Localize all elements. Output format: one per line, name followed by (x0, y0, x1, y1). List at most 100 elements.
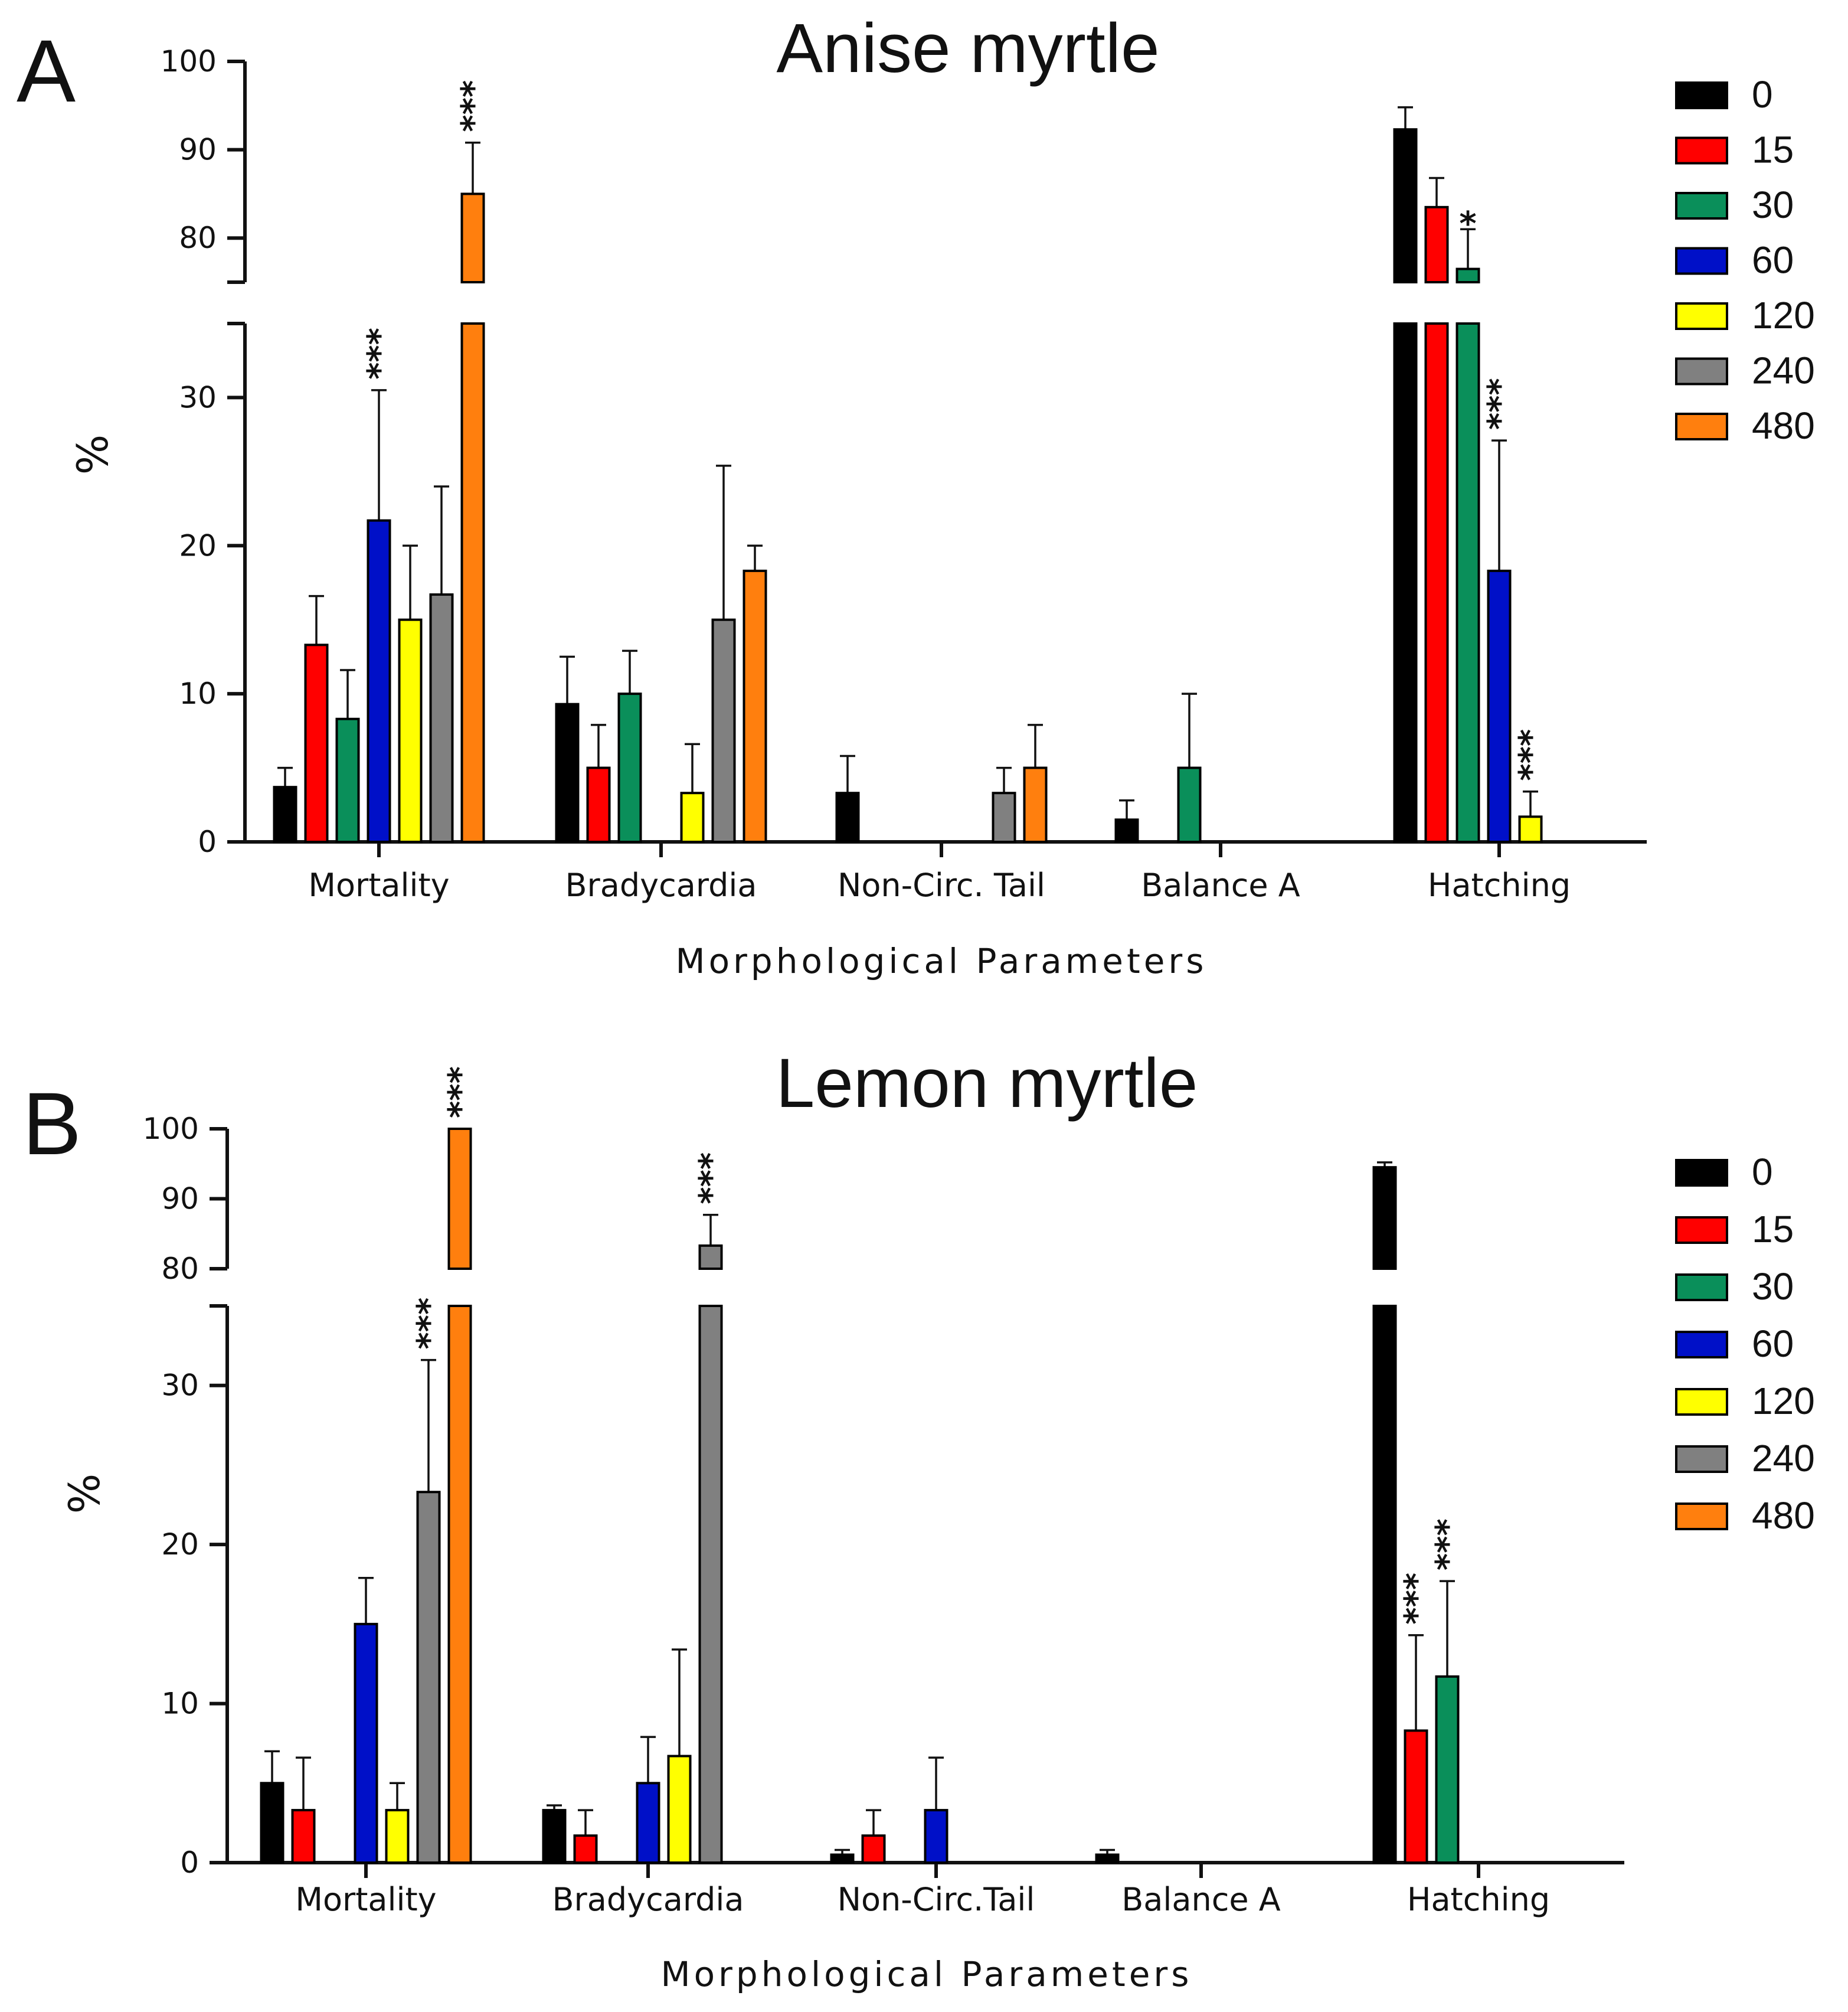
legend-label-30: 30 (1752, 184, 1794, 226)
panel-a-y-tick-label: 80 (179, 221, 217, 255)
panel-b-bar-non-circ-tail-15 (861, 1834, 886, 1864)
panel-b-bar-balance-a-0 (1095, 1853, 1120, 1864)
panel-a-bar-mortality-0 (273, 786, 297, 844)
panel-b-bar-hatching-15 (1404, 1729, 1428, 1864)
legend-label-480: 480 (1752, 1494, 1815, 1537)
panel-b-y-tick-label: 20 (161, 1527, 199, 1562)
legend-swatch-120 (1675, 302, 1728, 330)
panel-b-bar-hatching-0-upper (1372, 1166, 1397, 1270)
panel-a-bar-mortality-120 (398, 618, 423, 843)
panel-a-bar-non-circ-tail-480 (1023, 766, 1048, 843)
panel-a-chart: 0 10 20 30 80 90 100 Mortality Bradycardia Non-Ci… (161, 44, 1647, 904)
panel-b-y-tick-label: 0 (180, 1846, 199, 1880)
panel-a-title: Anise myrtle (776, 9, 1159, 87)
panel-a-bar-hatching-0-upper (1393, 128, 1418, 284)
panel-a-bar-mortality-240 (429, 593, 454, 843)
panel-b-significance-mark: *** (410, 1298, 449, 1350)
panel-a-bar-non-circ-tail-0 (835, 792, 860, 844)
panel-b-bar-hatching-0 (1372, 1305, 1397, 1864)
panel-a-bar-hatching-15 (1424, 322, 1449, 843)
legend-swatch-480 (1675, 413, 1728, 440)
panel-b-legend: 0 15 30 60 120 240 480 (1675, 1151, 1815, 1537)
panel-a-y-tick-label: 90 (179, 133, 217, 167)
legend-label-120: 120 (1752, 294, 1815, 337)
panel-a-bar-mortality-60 (367, 519, 391, 843)
panel-a-x-axis-label: Morphological Parameters (676, 941, 1208, 981)
panel-a-bar-bradycardia-0 (555, 703, 580, 844)
panel-b-title: Lemon myrtle (776, 1044, 1198, 1122)
panel-b-letter: B (22, 1074, 81, 1173)
panel-a-bar-bradycardia-15 (586, 766, 611, 843)
panel-b-bar-non-circ-tail-60 (924, 1809, 948, 1864)
panel-a-significance-mark: * (1459, 205, 1476, 243)
panel-b-bar-bradycardia-120 (667, 1755, 692, 1864)
panel-b-bar-non-circ-tail-0 (830, 1853, 855, 1864)
panel-a-bar-hatching-60 (1487, 569, 1512, 844)
panel-a-y-tick-label: 100 (161, 44, 217, 79)
panel-b-chart: 0 10 20 30 80 90 100 Mortality Bradycardia Non-Ci… (143, 1066, 1624, 1918)
panel-b-bar-bradycardia-240-upper (698, 1244, 723, 1270)
legend-label-15: 15 (1752, 129, 1794, 171)
panel-b-bar-bradycardia-15 (573, 1834, 598, 1864)
panel-a-y-tick-label: 20 (179, 528, 217, 563)
panel-b-significance-mark: *** (441, 1066, 480, 1118)
panel-a-y-tick-label: 10 (179, 677, 217, 711)
panel-a-bar-balance-a-0 (1114, 818, 1139, 844)
panel-a-bar-mortality-30 (335, 717, 360, 843)
panel-b-y-axis-label: % (60, 1474, 109, 1514)
panel-a-bar-hatching-30-upper (1455, 267, 1480, 283)
panel-b-category-label: Balance A (1121, 1881, 1281, 1918)
panel-a-bar-bradycardia-240 (711, 618, 736, 843)
panel-b-bar-bradycardia-0 (542, 1809, 567, 1864)
panel-a-category-label: Non-Circ. Tail (838, 867, 1045, 904)
legend-swatch-15 (1675, 1216, 1728, 1244)
panel-a-category-label: Mortality (308, 867, 449, 904)
legend-swatch-240 (1675, 357, 1728, 386)
panel-a-bar-mortality-15 (304, 644, 329, 843)
panel-a-bar-bradycardia-120 (680, 792, 705, 844)
panel-b-bar-mortality-60 (354, 1622, 378, 1864)
legend-swatch-30 (1675, 192, 1728, 220)
legend-label-240: 240 (1752, 350, 1815, 392)
panel-b-bar-mortality-0 (260, 1782, 284, 1864)
panel-b-bar-bradycardia-240 (698, 1305, 723, 1864)
panel-a-significance-mark: *** (361, 328, 399, 380)
panel-b-significance-mark: *** (1398, 1573, 1436, 1625)
legend-label-60: 60 (1752, 239, 1794, 282)
panel-b-x-axis-label: Morphological Parameters (661, 1954, 1193, 1994)
panel-a-y-axis-label: % (68, 435, 117, 475)
panel-a-bar-mortality-480 (460, 322, 485, 843)
legend-label-60: 60 (1752, 1322, 1794, 1365)
legend-swatch-15 (1675, 136, 1728, 165)
panel-b-bar-mortality-480 (447, 1305, 472, 1864)
panel-a-bar-hatching-0 (1393, 322, 1418, 843)
panel-b-bar-mortality-480-upper (447, 1128, 472, 1270)
legend-label-240: 240 (1752, 1437, 1815, 1479)
panel-a-bar-hatching-15-upper (1424, 205, 1449, 283)
panel-a-y-tick-label: 0 (198, 825, 217, 859)
panel-b-category-label: Non-Circ.Tail (838, 1881, 1035, 1918)
panel-b-y-tick-label: 10 (161, 1687, 199, 1721)
panel-a-legend: 0 15 30 60 120 240 480 (1675, 73, 1815, 447)
legend-swatch-240 (1675, 1445, 1728, 1473)
panel-b-category-label: Hatching (1407, 1881, 1550, 1918)
panel-a-category-label: Hatching (1428, 867, 1571, 904)
legend-swatch-0 (1675, 81, 1728, 109)
panel-b-bar-mortality-240 (416, 1491, 441, 1864)
panel-b-y-tick-label: 100 (143, 1112, 199, 1146)
panel-b-category-label: Mortality (295, 1881, 436, 1918)
panel-a-letter: A (17, 21, 76, 120)
panel-b-y-tick-label: 90 (161, 1182, 199, 1216)
legend-label-15: 15 (1752, 1208, 1794, 1250)
panel-a-significance-mark: *** (1512, 729, 1551, 781)
legend-label-480: 480 (1752, 404, 1815, 447)
panel-b-significance-mark: *** (1429, 1518, 1467, 1570)
panel-a-bar-bradycardia-30 (617, 693, 642, 843)
legend-label-120: 120 (1752, 1380, 1815, 1422)
legend-swatch-480 (1675, 1503, 1728, 1530)
panel-b-bar-mortality-120 (385, 1809, 410, 1864)
legend-swatch-120 (1675, 1388, 1728, 1416)
panel-a-y-tick-label: 30 (179, 380, 217, 414)
panel-a-bar-hatching-120 (1518, 815, 1543, 843)
